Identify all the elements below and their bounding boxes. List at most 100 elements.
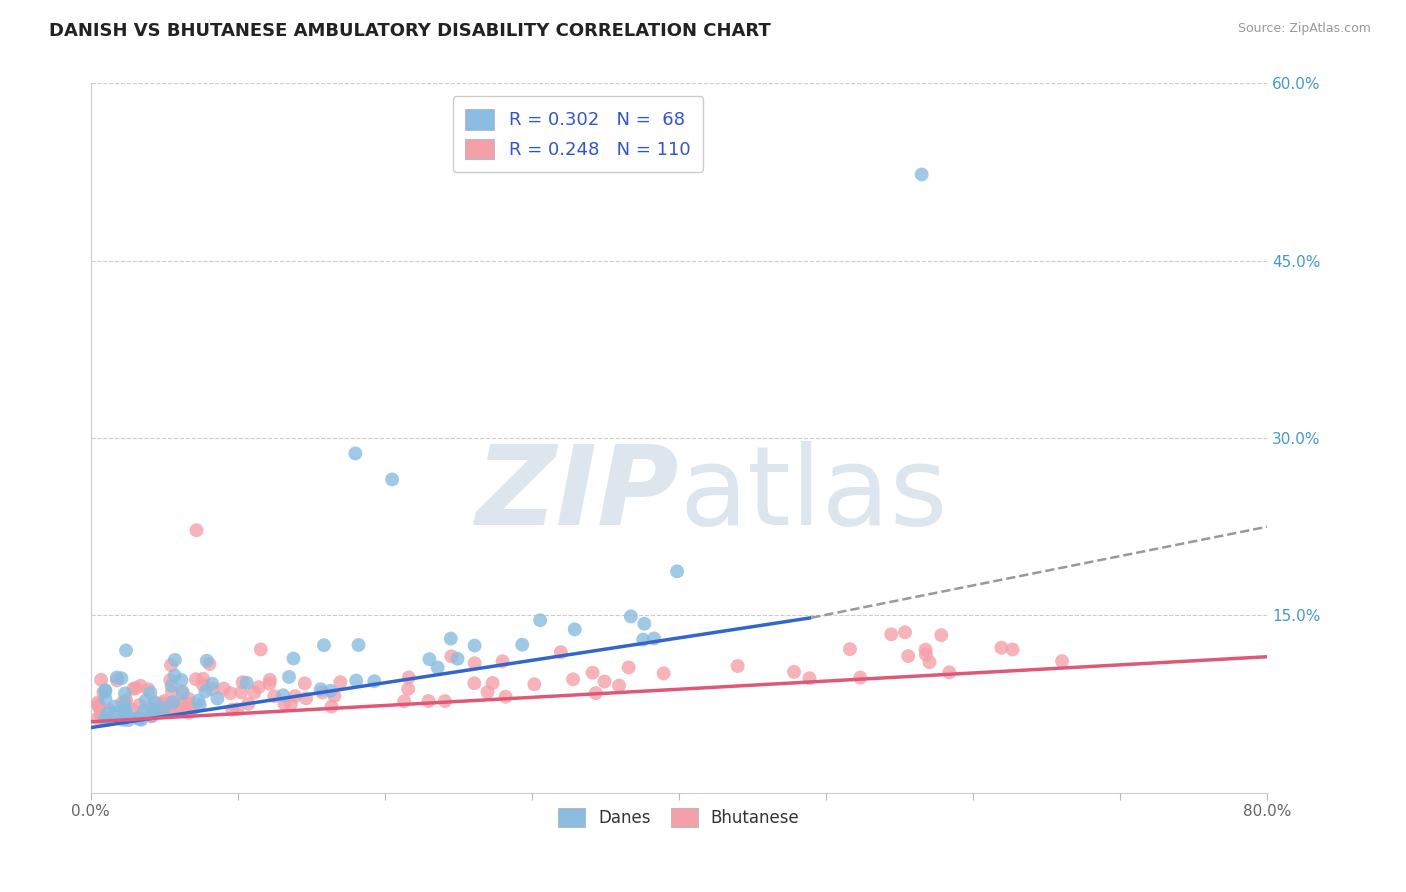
Point <box>172 697 194 711</box>
Point <box>194 684 217 698</box>
Point <box>278 670 301 684</box>
Point <box>280 697 302 711</box>
Point <box>593 674 616 689</box>
Point <box>617 660 640 674</box>
Point <box>150 706 173 720</box>
Point <box>564 623 586 637</box>
Text: atlas: atlas <box>679 442 948 549</box>
Point <box>156 698 179 713</box>
Point <box>111 696 134 710</box>
Point <box>312 638 335 652</box>
Point <box>226 702 249 716</box>
Point <box>89 701 111 715</box>
Point <box>938 665 960 680</box>
Point <box>114 696 136 710</box>
Point <box>283 651 305 665</box>
Point <box>135 693 157 707</box>
Point <box>631 632 654 647</box>
Point <box>198 657 221 671</box>
Point <box>187 693 209 707</box>
Point <box>799 671 821 685</box>
Point <box>426 660 449 674</box>
Point <box>235 675 257 690</box>
Text: Source: ZipAtlas.com: Source: ZipAtlas.com <box>1237 22 1371 36</box>
Point <box>392 694 415 708</box>
Point <box>143 695 166 709</box>
Point <box>581 665 603 680</box>
Point <box>129 679 152 693</box>
Point <box>139 686 162 700</box>
Point <box>238 697 260 711</box>
Point <box>172 686 194 700</box>
Point <box>643 632 665 646</box>
Point <box>105 671 128 685</box>
Point <box>418 652 440 666</box>
Point <box>90 673 112 687</box>
Point <box>134 703 156 717</box>
Point <box>243 685 266 699</box>
Point <box>398 670 420 684</box>
Point <box>163 653 186 667</box>
Point <box>232 675 254 690</box>
Point <box>191 678 214 692</box>
Point <box>481 676 503 690</box>
Point <box>128 712 150 726</box>
Point <box>124 681 146 696</box>
Point <box>311 685 333 699</box>
Point <box>495 690 517 704</box>
Point <box>1050 654 1073 668</box>
Point <box>838 642 860 657</box>
Point <box>914 642 936 657</box>
Point <box>166 701 188 715</box>
Point <box>491 654 513 668</box>
Point <box>145 697 167 711</box>
Point <box>464 639 486 653</box>
Point <box>344 446 367 460</box>
Point <box>915 648 938 662</box>
Point <box>271 688 294 702</box>
Point <box>440 649 463 664</box>
Point <box>652 666 675 681</box>
Point <box>464 657 486 671</box>
Point <box>783 665 806 679</box>
Text: DANISH VS BHUTANESE AMBULATORY DISABILITY CORRELATION CHART: DANISH VS BHUTANESE AMBULATORY DISABILIT… <box>49 22 770 40</box>
Point <box>607 679 630 693</box>
Point <box>344 673 367 688</box>
Point <box>170 673 193 687</box>
Point <box>141 706 163 721</box>
Point <box>112 698 135 712</box>
Point <box>87 698 110 713</box>
Point <box>177 706 200 720</box>
Point <box>259 676 281 690</box>
Point <box>201 677 224 691</box>
Point <box>152 697 174 711</box>
Point <box>153 702 176 716</box>
Point <box>94 713 117 727</box>
Point <box>169 698 191 713</box>
Point <box>273 697 295 711</box>
Point <box>159 705 181 719</box>
Point <box>620 609 643 624</box>
Point <box>231 685 253 699</box>
Point <box>141 709 163 723</box>
Point <box>188 698 211 713</box>
Point <box>195 654 218 668</box>
Point <box>918 655 941 669</box>
Point <box>633 616 655 631</box>
Point <box>219 686 242 700</box>
Point <box>897 649 920 664</box>
Point <box>911 168 934 182</box>
Point <box>184 672 207 686</box>
Point <box>172 684 194 698</box>
Point <box>550 645 572 659</box>
Point <box>523 677 546 691</box>
Point <box>163 668 186 682</box>
Point <box>159 673 181 687</box>
Point <box>150 701 173 715</box>
Point <box>87 711 110 725</box>
Point <box>94 684 117 698</box>
Point <box>562 673 585 687</box>
Point <box>121 702 143 716</box>
Point <box>97 706 120 720</box>
Point <box>207 691 229 706</box>
